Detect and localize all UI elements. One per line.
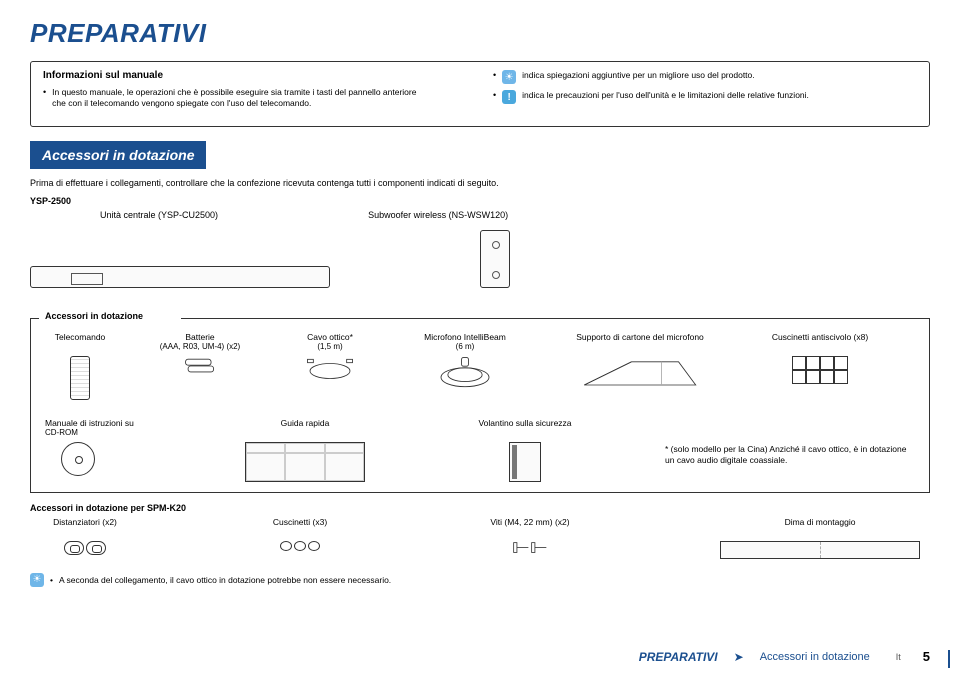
- spm-screws: Viti (M4, 22 mm) (x2): [460, 517, 600, 555]
- info-box-heading: Informazioni sul manuale: [43, 70, 423, 81]
- spm-discs: Cuscinetti (x3): [250, 517, 350, 551]
- acc-remote-label: Telecomando: [55, 332, 106, 342]
- bullet-icon: [493, 70, 496, 80]
- acc-cdrom-sub: CD-ROM: [45, 428, 78, 437]
- bullet-icon: [43, 87, 46, 97]
- screws-drawing: [512, 541, 548, 555]
- section-title-bar: Accessori in dotazione: [30, 141, 206, 169]
- acc-mic-label: Microfono IntelliBeam: [424, 332, 506, 342]
- acc-note: * (solo modello per la Cina) Anziché il …: [665, 444, 915, 468]
- acc-optical: Cavo ottico* (1,5 m): [285, 332, 375, 382]
- bracket-drawing: [580, 356, 700, 390]
- footer-nav-subsection: Accessori in dotazione: [760, 651, 870, 663]
- acc-batteries: Batterie (AAA, R03, UM-4) (x2): [145, 332, 255, 376]
- acc-guide: Guida rapida: [225, 418, 385, 482]
- footer-page-number: 5: [923, 649, 930, 664]
- info-tip-text: indica spiegazioni aggiuntive per un mig…: [522, 70, 754, 81]
- info-box: Informazioni sul manuale In questo manua…: [30, 61, 930, 127]
- spacers-drawing: [64, 541, 106, 555]
- page-footer: PREPARATIVI ➤ Accessori in dotazione It …: [639, 649, 930, 664]
- acc-pads: Cuscinetti antiscivolo (x8): [755, 332, 885, 384]
- cdrom-drawing: [61, 442, 95, 476]
- accessories-frame-title: Accessori in dotazione: [41, 311, 147, 321]
- section-intro: Prima di effettuare i collegamenti, cont…: [30, 177, 930, 190]
- info-tip-row: ☀ indica spiegazioni aggiuntive per un m…: [493, 70, 917, 84]
- spm-template: Dima di montaggio: [710, 517, 930, 559]
- info-warn-row: ! indica le precauzioni per l'uso dell'u…: [493, 90, 917, 104]
- spm-discs-label: Cuscinetti (x3): [273, 517, 327, 527]
- acc-bracket-label: Supporto di cartone del microfono: [576, 332, 704, 342]
- unit-drawings: [30, 230, 930, 288]
- acc-mic-sub: (6 m): [424, 342, 506, 351]
- acc-optical-label: Cavo ottico*: [307, 332, 353, 342]
- tip-icon: ☀: [502, 70, 516, 84]
- info-left-bullet: In questo manuale, le operazioni che è p…: [43, 87, 423, 110]
- info-right-column: ☀ indica spiegazioni aggiuntive per un m…: [493, 70, 917, 116]
- info-warn-text: indica le precauzioni per l'uso dell'uni…: [522, 90, 809, 101]
- page-title: PREPARATIVI: [30, 18, 930, 49]
- acc-leaflet-label: Volantino sulla sicurezza: [478, 418, 571, 428]
- acc-guide-label: Guida rapida: [281, 418, 330, 428]
- subwoofer-drawing: [480, 230, 510, 288]
- acc-batteries-sub: (AAA, R03, UM-4) (x2): [160, 342, 240, 351]
- acc-batteries-label: Batterie: [160, 332, 240, 342]
- acc-bracket: Supporto di cartone del microfono: [555, 332, 725, 390]
- accessories-frame: Accessori in dotazione Telecomando Batte…: [30, 318, 930, 493]
- spm-template-label: Dima di montaggio: [785, 517, 856, 527]
- bottom-tip-text: A seconda del collegamento, il cavo otti…: [59, 575, 391, 585]
- discs-drawing: [280, 541, 320, 551]
- accessories-row-1: Telecomando Batterie (AAA, R03, UM-4) (x…: [45, 332, 915, 400]
- unit-subwoofer-label: Subwoofer wireless (NS-WSW120): [368, 210, 508, 220]
- footer-accent-bar: [948, 650, 950, 668]
- spm-screws-label: Viti (M4, 22 mm) (x2): [490, 517, 569, 527]
- info-left-text: In questo manuale, le operazioni che è p…: [52, 87, 423, 110]
- pads-drawing: [792, 356, 848, 384]
- units-row: Unità centrale (YSP-CU2500) Subwoofer wi…: [30, 210, 930, 220]
- leaflet-drawing: [509, 442, 541, 482]
- accessories-row-2: Manuale di istruzioni su CD-ROM Guida ra…: [45, 418, 915, 482]
- chevron-right-icon: ➤: [734, 650, 744, 664]
- template-drawing: [720, 541, 920, 559]
- spm-spacers: Distanziatori (x2): [30, 517, 140, 555]
- acc-cdrom: Manuale di istruzioni su CD-ROM: [45, 418, 155, 476]
- spm-title: Accessori in dotazione per SPM-K20: [30, 503, 930, 513]
- info-left-column: Informazioni sul manuale In questo manua…: [43, 70, 423, 116]
- guide-drawing: [245, 442, 365, 482]
- footer-lang: It: [896, 652, 901, 662]
- remote-drawing: [70, 356, 90, 400]
- bottom-tip-row: ☀ A seconda del collegamento, il cavo ot…: [30, 573, 930, 587]
- batteries-drawing: [183, 356, 217, 376]
- unit-central-label: Unità centrale (YSP-CU2500): [100, 210, 218, 220]
- mic-drawing: [435, 356, 495, 390]
- model-label: YSP-2500: [30, 196, 930, 206]
- acc-cdrom-label: Manuale di istruzioni su: [45, 418, 134, 428]
- tip-icon: ☀: [30, 573, 44, 587]
- bullet-icon: [493, 90, 496, 100]
- acc-note-container: * (solo modello per la Cina) Anziché il …: [665, 418, 915, 468]
- acc-leaflet: Volantino sulla sicurezza: [455, 418, 595, 482]
- warn-icon: !: [502, 90, 516, 104]
- footer-nav-section: PREPARATIVI: [639, 650, 718, 664]
- acc-mic: Microfono IntelliBeam (6 m): [405, 332, 525, 390]
- acc-optical-sub: (1,5 m): [307, 342, 353, 351]
- central-unit-drawing: [30, 266, 330, 288]
- bullet-icon: [50, 575, 53, 585]
- acc-pads-label: Cuscinetti antiscivolo (x8): [772, 332, 868, 342]
- optical-cable-drawing: [305, 356, 355, 382]
- spm-row: Distanziatori (x2) Cuscinetti (x3) Viti …: [30, 517, 930, 559]
- acc-remote: Telecomando: [45, 332, 115, 400]
- spm-spacers-label: Distanziatori (x2): [53, 517, 117, 527]
